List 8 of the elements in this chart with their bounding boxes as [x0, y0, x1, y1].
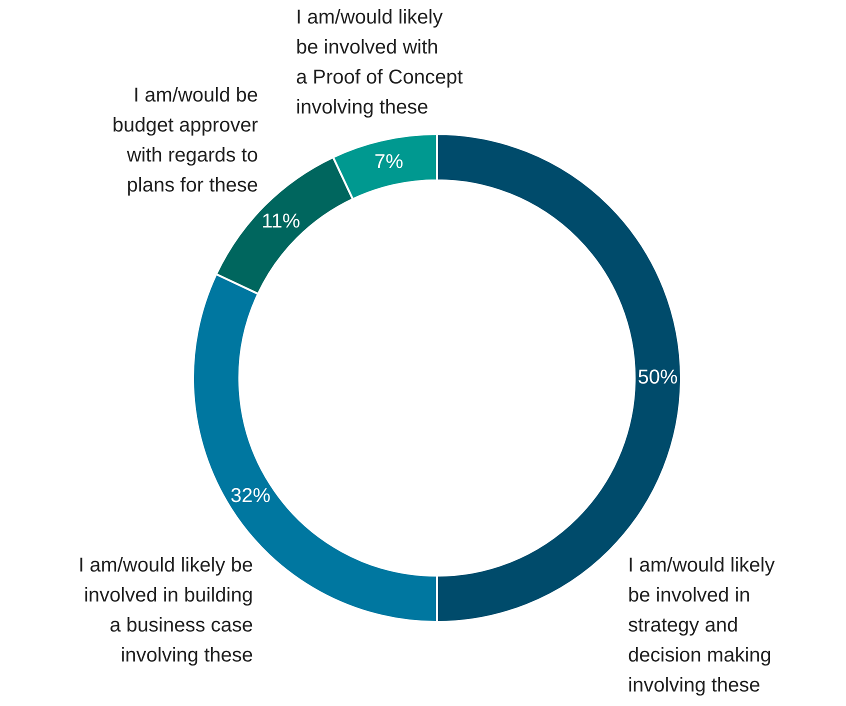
- slice-label: I am/would likely be involved in strategy and decision making involving these: [628, 554, 775, 697]
- slice-label: I am/would be budget approver with regards to plans for these: [112, 84, 258, 197]
- slice-label: I am/would likely be involved with a Proof of Concept involving these: [296, 6, 464, 119]
- data-label: 7%: [374, 151, 404, 174]
- data-label: 50%: [638, 366, 678, 389]
- slice-label: I am/would likely be involved in building a business case involving these: [78, 554, 253, 667]
- data-label: 32%: [230, 484, 271, 507]
- data-label: 11%: [262, 210, 300, 232]
